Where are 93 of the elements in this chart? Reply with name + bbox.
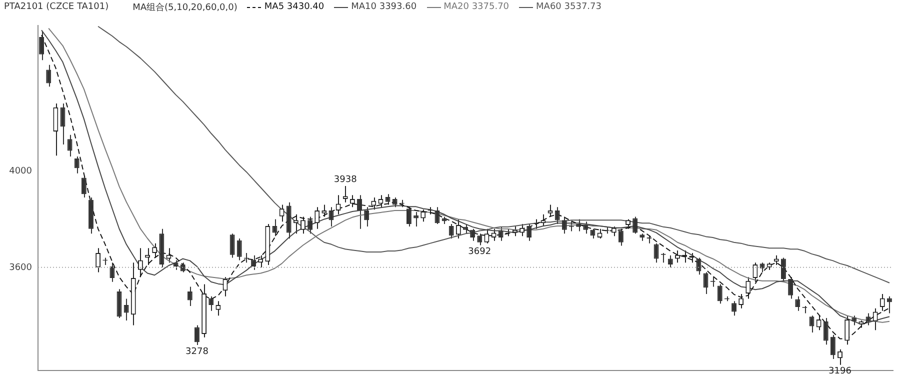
candlestick xyxy=(540,214,546,227)
candlestick xyxy=(491,228,496,242)
candlestick xyxy=(272,218,278,237)
candlestick xyxy=(668,254,673,268)
candlestick xyxy=(526,224,532,242)
candlestick xyxy=(760,262,765,273)
legend-label: MA5 3430.40 xyxy=(264,2,324,12)
legend-label: MA20 3375.70 xyxy=(444,2,510,12)
candlestick xyxy=(838,348,842,366)
candlestick xyxy=(74,156,80,174)
candlestick xyxy=(738,293,744,309)
candlestick xyxy=(611,226,616,237)
candlestick xyxy=(590,228,596,239)
candlestick xyxy=(145,248,150,266)
candlestick xyxy=(180,262,186,273)
candlestick xyxy=(110,262,115,282)
candlestick xyxy=(732,300,736,316)
candlestick xyxy=(314,206,320,230)
candlestick xyxy=(774,254,779,266)
candlestick xyxy=(336,194,341,215)
legend-title: MA组合(5,10,20,60,0,0) xyxy=(132,2,238,14)
candlestick xyxy=(194,324,200,346)
candlestick xyxy=(448,224,454,239)
candlestick xyxy=(293,214,298,234)
candlestick xyxy=(364,206,370,227)
candlestick xyxy=(371,197,376,210)
candlestick xyxy=(216,300,221,316)
candlestick xyxy=(67,134,72,158)
candlestick xyxy=(632,216,638,234)
candlestick xyxy=(554,206,560,225)
candlestick xyxy=(378,194,384,208)
candlestick xyxy=(350,194,355,208)
candlestick xyxy=(53,103,58,156)
candlestick xyxy=(39,30,44,61)
candlestick xyxy=(830,334,836,360)
candlestick xyxy=(173,260,178,270)
candlestick xyxy=(420,209,426,222)
candlestick xyxy=(322,204,327,218)
candlestick xyxy=(258,254,264,268)
candlestick xyxy=(236,238,242,261)
candlestick xyxy=(385,194,390,206)
annotation: 3938 xyxy=(334,174,358,185)
candlestick xyxy=(597,228,602,239)
candlestick xyxy=(583,221,588,234)
candlestick xyxy=(187,286,192,306)
candlestick xyxy=(562,216,567,234)
legend-label: MA10 3393.60 xyxy=(351,2,417,12)
candlestick xyxy=(208,296,214,312)
candlestick xyxy=(844,315,850,346)
annotation: 3278 xyxy=(186,346,209,357)
candlestick xyxy=(654,242,659,264)
candlestick xyxy=(477,233,482,246)
candlestick xyxy=(138,248,143,278)
candlestick xyxy=(152,242,158,258)
candlestick xyxy=(781,257,786,282)
candlestick xyxy=(300,216,306,234)
candlestick xyxy=(342,185,348,203)
annotation: 3196 xyxy=(828,366,852,377)
annotation: 3692 xyxy=(468,247,492,258)
candlestick xyxy=(866,312,871,326)
y-tick-label: 3600 xyxy=(9,262,32,273)
candlestick xyxy=(96,248,101,273)
candlestick xyxy=(880,293,885,312)
candlestick xyxy=(230,233,235,258)
candlestick xyxy=(576,218,582,232)
candlestick xyxy=(456,218,461,239)
candlestick xyxy=(463,224,468,234)
candlestick xyxy=(279,204,284,222)
candlestick xyxy=(357,194,362,230)
candlestick xyxy=(498,226,504,242)
candlestick xyxy=(823,318,828,346)
chart-title: PTA2101 (CZCE TA101) xyxy=(4,2,109,12)
candlestick xyxy=(795,296,800,312)
candlestick xyxy=(484,228,490,244)
legend-label: MA60 3537.73 xyxy=(536,2,602,12)
candlestick xyxy=(816,315,822,331)
candlestick xyxy=(520,224,524,237)
candlestick xyxy=(746,276,751,300)
candlestick xyxy=(308,216,313,234)
candlestick xyxy=(696,257,702,276)
candlestick xyxy=(872,308,878,331)
y-tick-label: 4000 xyxy=(9,166,32,176)
candlestick xyxy=(618,228,624,246)
candlestick xyxy=(392,197,398,208)
candlestick xyxy=(717,284,722,304)
candlestick xyxy=(852,315,857,326)
candlestick xyxy=(46,64,52,88)
candlestick xyxy=(124,298,129,321)
candlestick xyxy=(406,206,412,227)
candlestick xyxy=(81,175,86,198)
candlestick xyxy=(548,204,553,218)
candlestick xyxy=(788,276,794,300)
candlestick xyxy=(752,262,758,282)
